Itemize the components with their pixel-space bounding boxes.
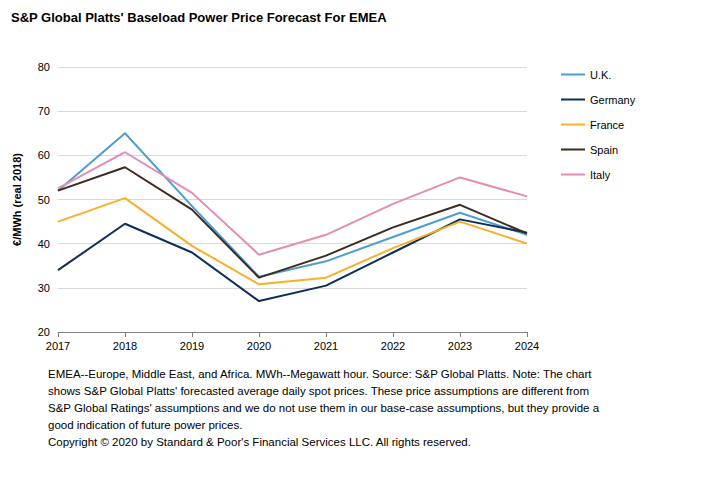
svg-text:20: 20 xyxy=(38,326,50,338)
svg-text:2018: 2018 xyxy=(113,340,137,352)
svg-text:Spain: Spain xyxy=(590,144,618,156)
svg-text:Germany: Germany xyxy=(590,94,636,106)
svg-text:U.K.: U.K. xyxy=(590,69,611,81)
svg-text:80: 80 xyxy=(38,61,50,73)
svg-text:40: 40 xyxy=(38,238,50,250)
svg-text:60: 60 xyxy=(38,149,50,161)
svg-text:2024: 2024 xyxy=(515,340,539,352)
svg-text:30: 30 xyxy=(38,282,50,294)
svg-text:good indication of future powe: good indication of future power prices. xyxy=(48,419,242,431)
svg-text:2022: 2022 xyxy=(381,340,405,352)
svg-text:2020: 2020 xyxy=(247,340,271,352)
svg-text:€/MWh (real 2018): €/MWh (real 2018) xyxy=(11,153,23,246)
svg-text:France: France xyxy=(590,119,624,131)
svg-text:Copyright © 2020 by Standard &: Copyright © 2020 by Standard & Poor's Fi… xyxy=(48,436,471,448)
svg-text:50: 50 xyxy=(38,194,50,206)
svg-text:2021: 2021 xyxy=(314,340,338,352)
svg-text:2019: 2019 xyxy=(180,340,204,352)
svg-text:70: 70 xyxy=(38,105,50,117)
svg-text:2023: 2023 xyxy=(448,340,472,352)
svg-text:S&P Global Platts' Baseload Po: S&P Global Platts' Baseload Power Price … xyxy=(11,10,387,25)
svg-text:shows S&P Global Platts' forec: shows S&P Global Platts' forecasted aver… xyxy=(48,385,589,397)
svg-text:S&P Global Ratings' assumption: S&P Global Ratings' assumptions and we d… xyxy=(48,402,600,414)
svg-text:2017: 2017 xyxy=(46,340,70,352)
svg-text:Italy: Italy xyxy=(590,169,611,181)
svg-text:EMEA--Europe, Middle East, and: EMEA--Europe, Middle East, and Africa. M… xyxy=(48,368,592,380)
